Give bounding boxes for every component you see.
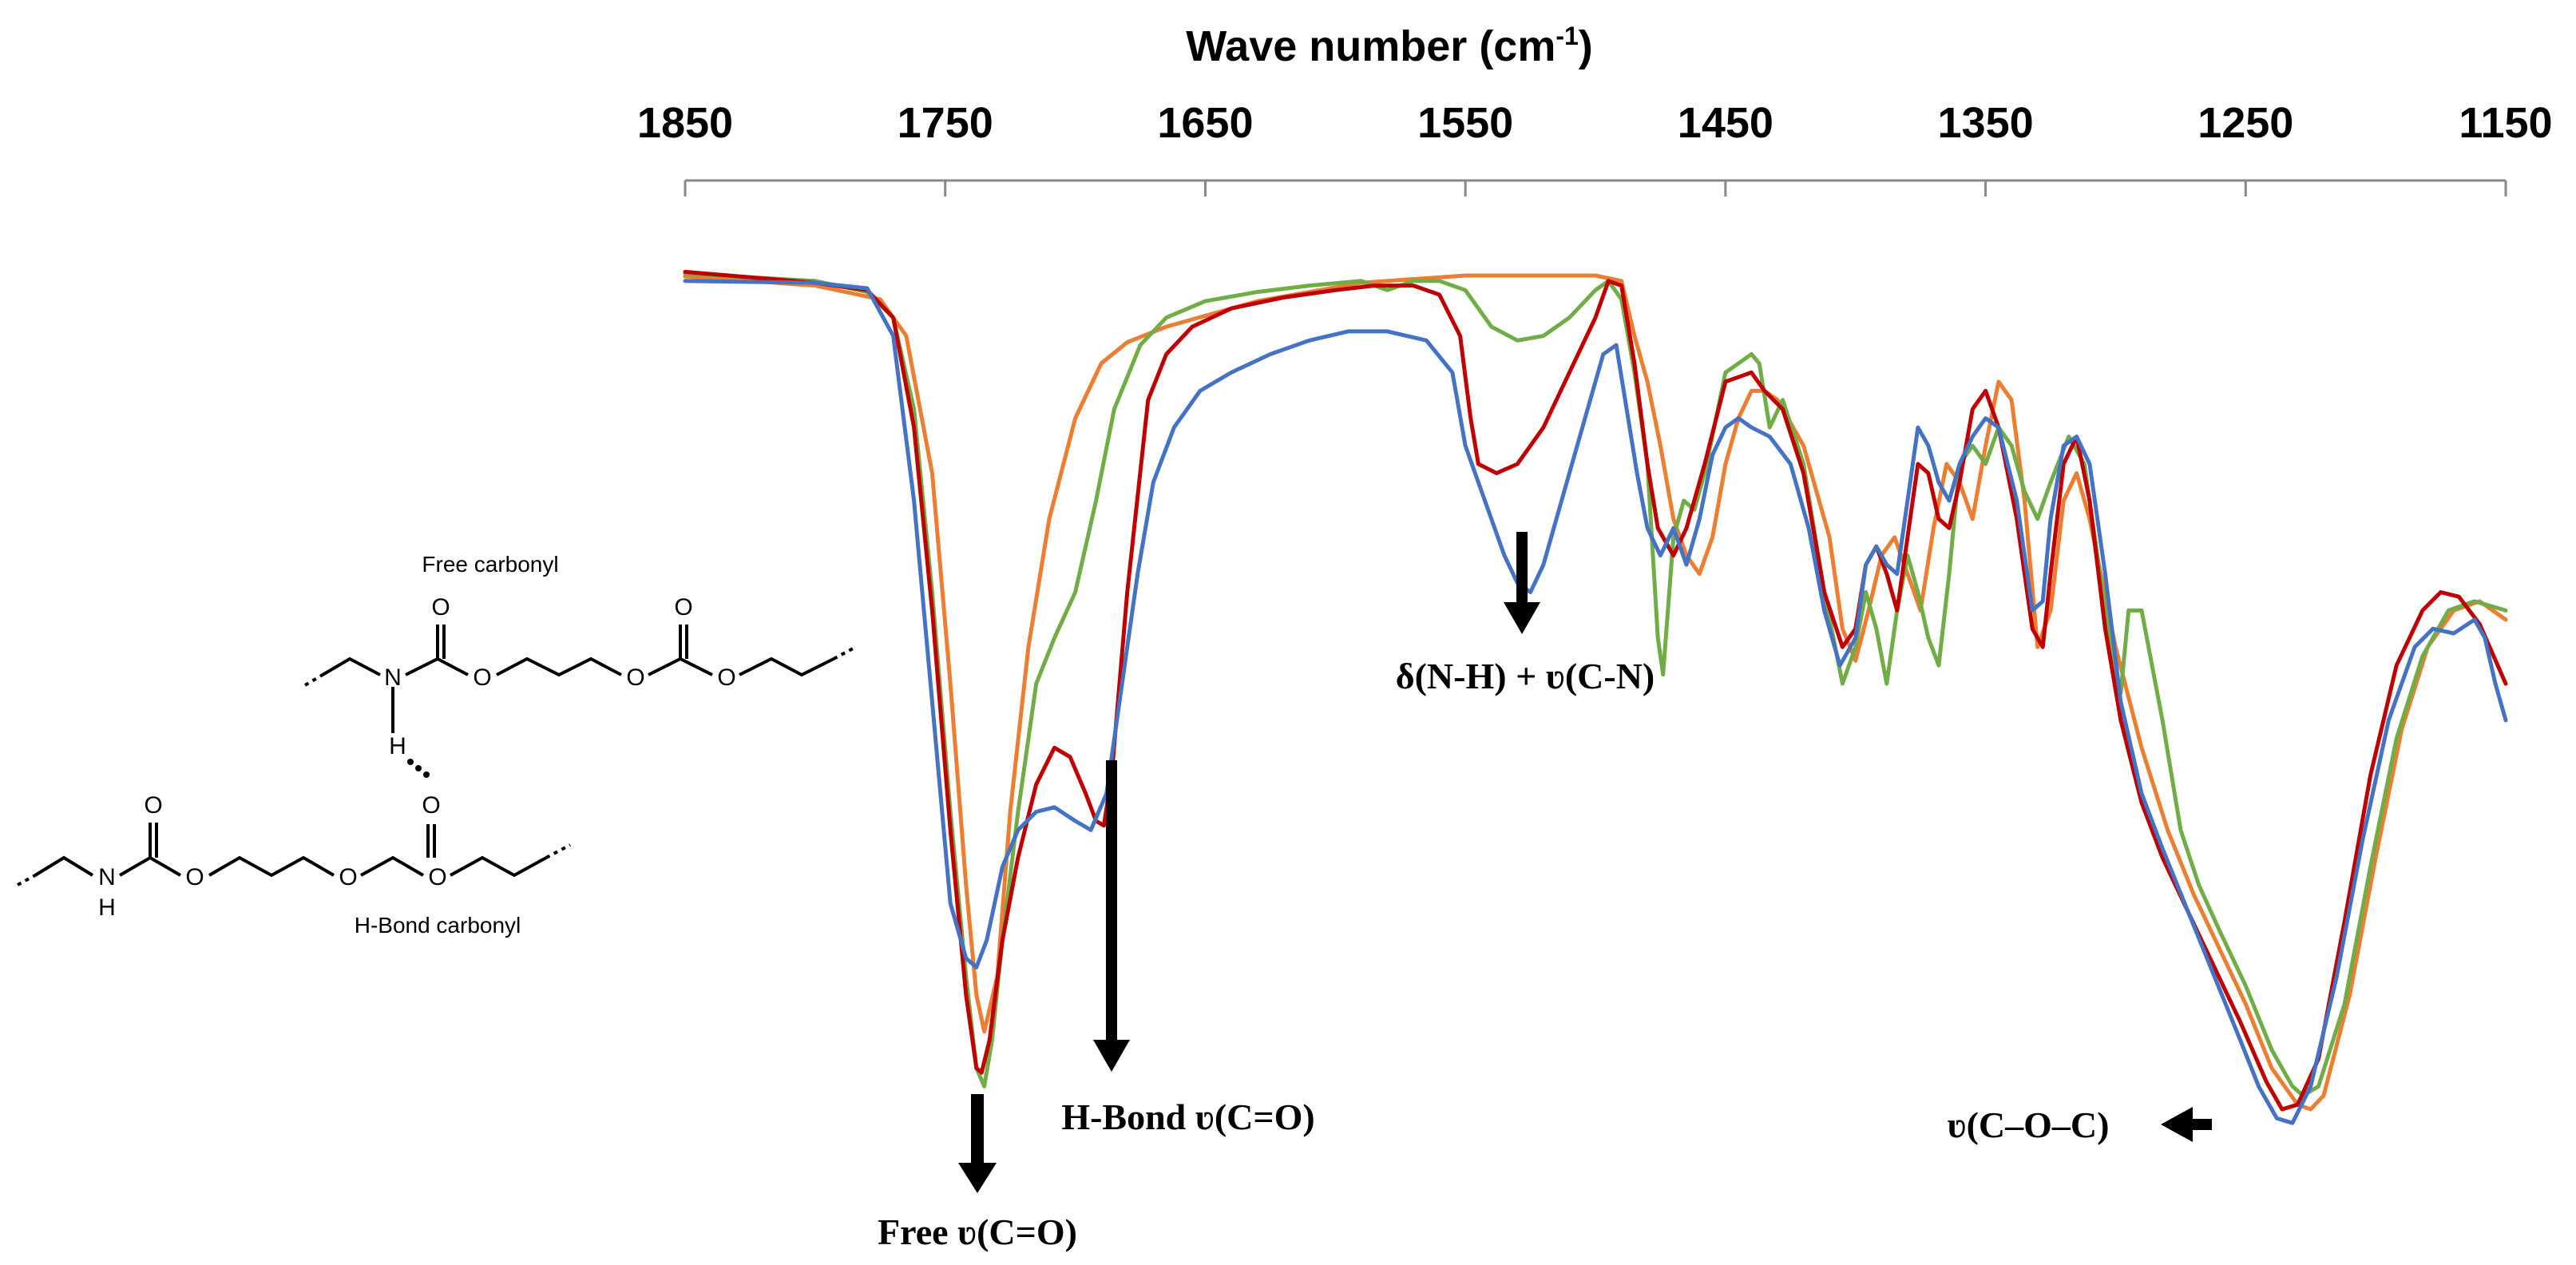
coc-arrow (2161, 1107, 2212, 1142)
svg-text:O: O (144, 792, 162, 819)
x-tick-label: 1250 (2198, 99, 2293, 147)
annotation-arrows (958, 532, 2212, 1193)
free-co-label: Free ʋ(C=O) (878, 1211, 1077, 1252)
svg-text:O: O (428, 864, 446, 890)
x-tick-label: 1750 (898, 99, 993, 147)
x-axis: 1850 1750 1650 1550 1450 1350 1250 1150 (637, 99, 2553, 196)
molecule-top-chain (303, 625, 857, 733)
hydrogen-bond-dots (407, 759, 430, 778)
series-line-green (683, 272, 2508, 1098)
hbond-co-arrow (1093, 760, 1130, 1072)
nh-cn-arrow (1504, 532, 1540, 634)
molecule-bottom-atoms: N H O O O O O (98, 792, 447, 921)
svg-text:H: H (389, 733, 406, 759)
x-tick-label: 1850 (637, 99, 733, 147)
molecule-structure: Free carbonyl N O O O O O H (17, 552, 857, 938)
hbond-co-label: H-Bond ʋ(C=O) (1061, 1096, 1314, 1137)
molecule-top-atoms: N O O O O O H (384, 594, 736, 759)
svg-text:O: O (422, 792, 440, 819)
hbond-carbonyl-label: H-Bond carbonyl (355, 913, 521, 938)
svg-text:O: O (626, 664, 644, 691)
x-tick-label: 1150 (2459, 99, 2552, 147)
x-tick-label: 1650 (1157, 99, 1253, 147)
series-line-red (683, 269, 2508, 1112)
svg-text:O: O (339, 864, 357, 890)
free-co-arrow (958, 1094, 997, 1193)
molecule-bottom-chain (17, 823, 571, 886)
svg-text:N: N (384, 664, 402, 691)
series-line-blue (683, 279, 2508, 1125)
svg-text:O: O (717, 664, 735, 691)
svg-text:H: H (98, 894, 116, 921)
svg-text:O: O (431, 594, 450, 621)
coc-label: ʋ(C–O–C) (1948, 1104, 2110, 1145)
series-lines (683, 269, 2508, 1125)
x-tick-label: 1550 (1417, 99, 1513, 147)
svg-text:O: O (473, 664, 491, 691)
nh-cn-label: δ(N-H) + ʋ(C-N) (1396, 656, 1655, 696)
series-line-orange (683, 273, 2508, 1112)
svg-text:O: O (674, 594, 692, 621)
svg-text:O: O (185, 864, 204, 890)
x-axis-title: Wave number (cm-1) (1186, 22, 1593, 70)
svg-text:N: N (98, 864, 116, 890)
x-tick-label: 1450 (1678, 99, 1773, 147)
x-tick-label: 1350 (1938, 99, 2034, 147)
free-carbonyl-label: Free carbonyl (422, 552, 558, 577)
